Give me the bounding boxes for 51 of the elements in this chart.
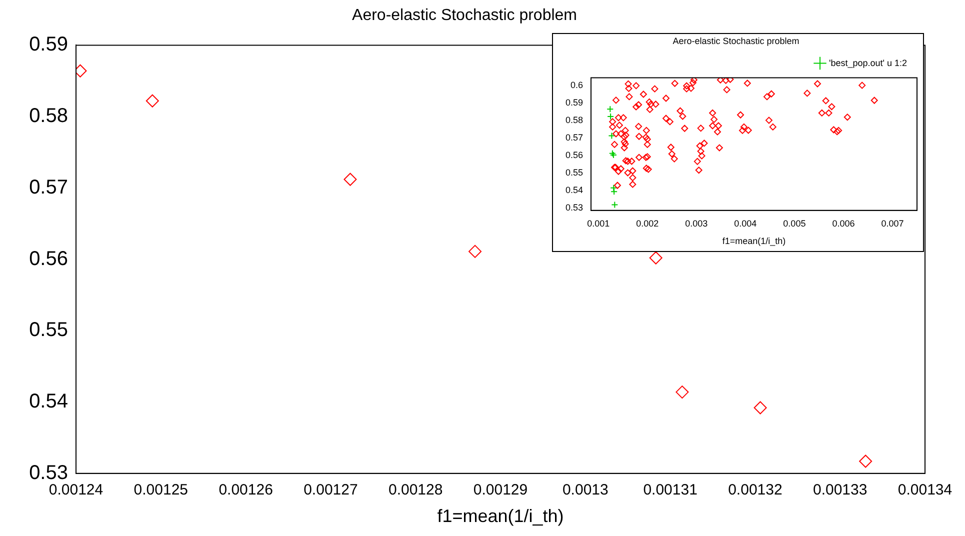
y-tick-label: 0.56 [565, 150, 583, 160]
chart-title: Aero-elastic Stochastic problem [672, 36, 800, 46]
x-tick-label: 0.0013 [562, 482, 608, 499]
x-tick-label: 0.00127 [304, 482, 358, 499]
x-tick-label: 0.00126 [218, 482, 273, 499]
x-tick-label: 0.002 [636, 218, 659, 228]
x-tick-label: 0.007 [881, 218, 904, 228]
x-axis-title: f1=mean(1/i_th) [722, 236, 786, 246]
point [468, 244, 482, 258]
point [676, 386, 689, 399]
y-tick-label: 0.6 [570, 80, 583, 90]
x-tick-label: 0.00124 [48, 482, 104, 499]
x-tick-label: 0.001 [587, 218, 610, 228]
y-tick-label: 0.54 [29, 390, 68, 413]
y-tick-label: 0.56 [29, 248, 68, 270]
point [859, 454, 872, 468]
x-tick-label: 0.00134 [898, 482, 952, 499]
x-tick-label: 0.00125 [134, 482, 188, 499]
point [610, 184, 618, 192]
point [610, 188, 618, 196]
x-tick-label: 0.003 [685, 218, 708, 228]
x-tick-label: 0.00131 [643, 482, 698, 499]
point [649, 251, 662, 264]
point [607, 112, 614, 120]
legend-label: 'best_pop.out' u 1:2 [829, 58, 907, 68]
y-tick-label: 0.57 [29, 176, 68, 198]
y-tick-label: 0.57 [565, 132, 583, 142]
x-axis-title: f1=mean(1/i_th) [437, 506, 564, 526]
y-tick-label: 0.55 [29, 319, 68, 342]
point [606, 106, 614, 113]
x-tick-label: 0.004 [734, 218, 757, 228]
x-tick-label: 0.00129 [473, 482, 528, 499]
x-tick-label: 0.005 [783, 218, 806, 228]
y-tick-label: 0.53 [565, 202, 583, 212]
y-tick-label: 0.58 [565, 114, 583, 125]
x-tick-label: 0.00133 [812, 482, 868, 499]
y-tick-label: 0.55 [565, 167, 583, 178]
chart-title: Aero-elastic Stochastic problem [352, 7, 577, 24]
y-tick-label: 0.58 [29, 105, 68, 128]
x-tick-label: 0.006 [832, 218, 855, 228]
point [754, 401, 767, 414]
x-tick-label: 0.00128 [388, 482, 443, 499]
point [146, 94, 159, 108]
y-tick-label: 0.53 [29, 462, 68, 484]
y-tick-label: 0.59 [29, 34, 68, 56]
point [608, 132, 616, 140]
point [344, 172, 357, 186]
point [611, 201, 618, 208]
y-tick-label: 0.59 [565, 97, 583, 108]
y-tick-label: 0.54 [565, 184, 583, 195]
x-tick-label: 0.00132 [728, 482, 782, 499]
